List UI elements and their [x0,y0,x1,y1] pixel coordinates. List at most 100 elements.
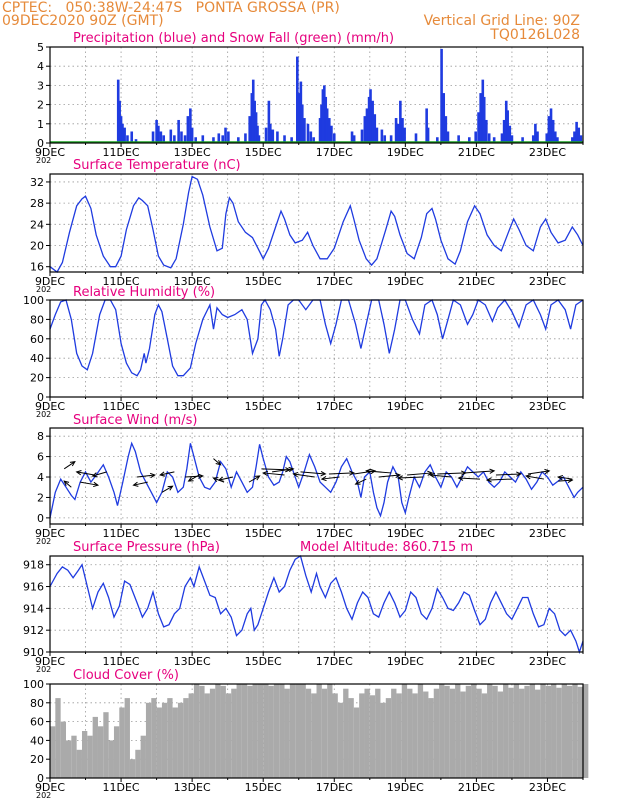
cloud-bar [545,685,552,778]
precip-bar [383,135,387,143]
precip-bar [330,125,333,143]
wind-arrow [63,461,76,470]
wind-arrow-head [212,477,219,483]
cloud-bar [412,693,418,778]
temperature-ytick-label: 16 [30,261,44,274]
cloud-bar [369,695,376,778]
precip-bar [352,135,356,143]
temperature-xtick-label: 23DEC [529,275,566,288]
pressure-xtick-label: 23DEC [529,655,566,668]
cloud-bar [503,684,509,778]
cloud-bar [364,688,370,778]
wind-arrow [366,470,392,474]
cloud-bar [87,735,93,778]
wind-arrow [218,476,234,481]
cloud-bar [151,698,157,778]
wind-arrow [293,473,315,478]
wind-xtick-label: 15DEC [245,527,282,540]
precip-bar [502,119,506,143]
cloud-bar [455,684,461,778]
wind-arrow-head [63,480,70,486]
wind-arrow [161,485,173,493]
cloud-bar [572,684,578,778]
humidity-ytick-label: 40 [30,352,44,365]
wind-xtick-label: 19DEC [387,527,424,540]
precip-bar [303,118,306,143]
wind-arrow-head [149,472,156,479]
cloud-bar [540,684,546,778]
precip-bar [130,131,134,143]
cloud-bar [577,686,583,778]
precip-bar [375,127,379,143]
precip-bar [573,131,576,143]
precip-xtick-label: 15DEC [245,146,282,159]
wind-title: Surface Wind (m/s) [73,413,197,428]
temperature-frame [49,173,584,273]
pressure-xtick-label: 11DEC [103,655,140,668]
wind-xtick-label: 11DEC [103,527,140,540]
cloud-bar [428,698,434,778]
humidity-ytick-label: 0 [37,391,44,404]
cloud-bar [273,684,280,778]
wind-ytick-label: 4 [37,471,44,484]
cloud-bar [332,693,338,778]
cloud-bar [247,685,253,778]
wind-arrow [263,472,285,476]
cloud-bar [225,693,232,778]
cloud-year-fragment: 202 [36,791,51,800]
cloud-bar [172,707,178,778]
pressure-xtick-label: 13DEC [174,655,211,668]
cloud-bar [183,698,189,778]
cloud-bar [50,726,56,778]
cloud-xtick-label: 9DEC [35,781,65,794]
cloud-bar [524,685,530,778]
precip-bar [183,135,187,143]
wind-year-fragment: 202 [36,537,51,546]
wind-arrow-head [93,481,100,488]
wind-arrow [272,468,294,473]
wind-xtick-label: 17DEC [316,527,353,540]
wind-xtick-label: 23DEC [529,527,566,540]
pressure-ytick-label: 910 [23,646,44,659]
precip-bar [482,96,486,143]
wind-arrow [398,476,424,479]
precip-bar [318,118,322,143]
wind-arrow-head [217,476,224,482]
precip-bar [506,110,509,143]
precip-bar [312,137,315,143]
precip-bar [323,85,326,143]
cloud-bar [343,688,349,778]
precip-bar [380,129,384,143]
cloud-bar [551,684,557,778]
precip-bar [253,100,256,143]
humidity-xtick-label: 13DEC [174,400,211,413]
humidity-frame [49,299,584,398]
humidity-title: Relative Humidity (%) [73,285,215,300]
precip-bar [545,133,549,143]
cloud-bar [396,693,402,778]
humidity-ytick-label: 20 [30,372,44,385]
cloud-xtick-label: 21DEC [458,781,495,794]
cloud-bar [476,688,482,778]
precip-bar [474,131,477,143]
cloud-bar [241,684,248,778]
precip-bar [162,135,166,143]
cloud-bar [167,698,173,778]
precip-bar [194,137,197,143]
cloud-bar [444,685,450,778]
precip-bar [169,129,173,143]
wind-arrow-head [292,471,299,478]
precip-bar [367,96,371,143]
precip-bar [254,112,258,143]
cloud-bar [513,684,520,778]
model-altitude-note: Model Altitude: 860.715 m [300,540,473,555]
precip-bar [173,135,176,143]
wind-arrow-head [354,479,361,485]
precip-bar [426,127,430,143]
cloud-ytick-label: 20 [30,753,44,766]
precip-xtick-label: 13DEC [174,146,211,159]
precip-bar [271,129,275,143]
cloud-bar [81,731,88,778]
temperature-title: Surface Temperature (nC) [73,158,241,173]
cloud-ytick-label: 100 [23,678,44,691]
